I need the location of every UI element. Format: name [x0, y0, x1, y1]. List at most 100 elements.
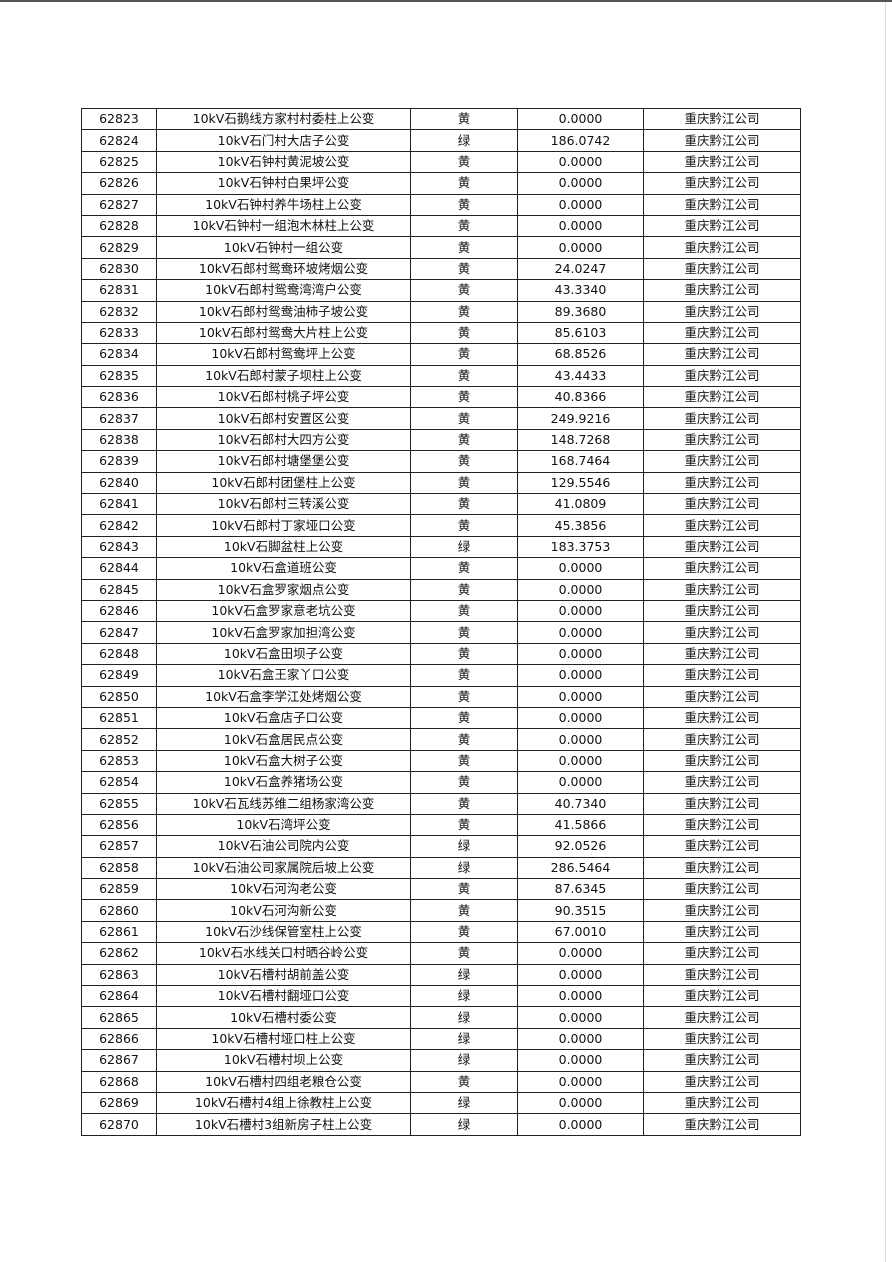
company-cell: 重庆黔江公司	[643, 343, 801, 366]
table-row: 62847 10kV石盒罗家加担湾公变黄 0.0000 重庆黔江公司	[81, 621, 801, 644]
value-cell: 43.4433	[517, 364, 644, 388]
row-id-cell: 62857	[81, 835, 157, 858]
transformer-name-cell: 10kV石郎村鸳鸯环坡烤烟公变	[156, 257, 411, 281]
table-row: 62833 10kV石郎村鸳鸯大片柱上公变黄 85.6103 重庆黔江公司	[81, 321, 801, 345]
table-row: 62827 10kV石钟村养牛场柱上公变黄 0.0000 重庆黔江公司	[81, 193, 801, 216]
row-id-cell: 62859	[81, 878, 157, 901]
row-id-cell: 62827	[81, 193, 157, 216]
transformer-name-cell: 10kV石鹅线方家村村委柱上公变	[156, 107, 411, 131]
company-cell: 重庆黔江公司	[643, 621, 801, 644]
table-row: 62868 10kV石槽村四组老粮仓公变黄 0.0000 重庆黔江公司	[81, 1070, 801, 1093]
company-cell: 重庆黔江公司	[643, 129, 801, 152]
status-color-cell: 黄	[410, 321, 518, 345]
status-color-cell: 黄	[410, 664, 518, 687]
value-cell: 183.3753	[517, 535, 644, 559]
table-row: 62854 10kV石盒养猪场公变黄 0.0000 重庆黔江公司	[81, 771, 801, 794]
transformer-name-cell: 10kV石郎村塘堡堡公变	[156, 450, 411, 473]
row-id-cell: 62852	[81, 728, 157, 751]
status-color-cell: 黄	[410, 236, 518, 259]
row-id-cell: 62851	[81, 706, 157, 730]
company-cell: 重庆黔江公司	[643, 728, 801, 751]
status-color-cell: 黄	[410, 172, 518, 195]
company-cell: 重庆黔江公司	[643, 493, 801, 516]
row-id-cell: 62841	[81, 493, 157, 516]
status-color-cell: 黄	[410, 792, 518, 815]
table-row: 62861 10kV石沙线保管室柱上公变黄 67.0010 重庆黔江公司	[81, 920, 801, 944]
transformer-name-cell: 10kV石盒王家丫口公变	[156, 664, 411, 687]
status-color-cell: 黄	[410, 1070, 518, 1093]
table-row: 62843 10kV石脚盆柱上公变绿 183.3753 重庆黔江公司	[81, 535, 801, 559]
status-color-cell: 绿	[410, 856, 518, 880]
value-cell: 0.0000	[517, 172, 644, 195]
table-row: 62835 10kV石郎村蒙子坝柱上公变黄 43.4433 重庆黔江公司	[81, 364, 801, 388]
value-cell: 168.7464	[517, 450, 644, 473]
status-color-cell: 绿	[410, 1113, 518, 1136]
table-row: 62848 10kV石盒田坝子公变黄 0.0000 重庆黔江公司	[81, 642, 801, 666]
value-cell: 0.0000	[517, 557, 644, 580]
table-row: 62825 10kV石钟村黄泥坡公变黄 0.0000 重庆黔江公司	[81, 150, 801, 174]
company-cell: 重庆黔江公司	[643, 428, 801, 452]
status-color-cell: 黄	[410, 771, 518, 794]
company-cell: 重庆黔江公司	[643, 985, 801, 1008]
table-row: 62866 10kV石槽村垭口柱上公变绿 0.0000 重庆黔江公司	[81, 1027, 801, 1051]
value-cell: 45.3856	[517, 514, 644, 537]
table-row: 62845 10kV石盒罗家烟点公变黄 0.0000 重庆黔江公司	[81, 578, 801, 601]
row-id-cell: 62832	[81, 300, 157, 323]
status-color-cell: 黄	[410, 493, 518, 516]
company-cell: 重庆黔江公司	[643, 813, 801, 837]
company-cell: 重庆黔江公司	[643, 450, 801, 473]
table-row: 62834 10kV石郎村鸳鸯坪上公变黄 68.8526 重庆黔江公司	[81, 343, 801, 366]
row-id-cell: 62854	[81, 771, 157, 794]
status-color-cell: 黄	[410, 407, 518, 430]
value-cell: 129.5546	[517, 471, 644, 495]
row-id-cell: 62839	[81, 450, 157, 473]
status-color-cell: 黄	[410, 813, 518, 837]
status-color-cell: 黄	[410, 749, 518, 773]
transformer-name-cell: 10kV石河沟新公变	[156, 899, 411, 922]
company-cell: 重庆黔江公司	[643, 300, 801, 323]
value-cell: 40.7340	[517, 792, 644, 815]
status-color-cell: 黄	[410, 899, 518, 922]
table-row: 62863 10kV石槽村胡前盖公变绿 0.0000 重庆黔江公司	[81, 963, 801, 987]
row-id-cell: 62833	[81, 321, 157, 345]
table-row: 62844 10kV石盒道班公变黄 0.0000 重庆黔江公司	[81, 557, 801, 580]
transformer-name-cell: 10kV石郎村鸳鸯坪上公变	[156, 343, 411, 366]
status-color-cell: 黄	[410, 300, 518, 323]
company-cell: 重庆黔江公司	[643, 920, 801, 944]
status-color-cell: 黄	[410, 279, 518, 302]
status-color-cell: 黄	[410, 471, 518, 495]
status-color-cell: 黄	[410, 642, 518, 666]
transformer-name-cell: 10kV石郎村大四方公变	[156, 428, 411, 452]
company-cell: 重庆黔江公司	[643, 364, 801, 388]
transformer-name-cell: 10kV石郎村鸳鸯大片柱上公变	[156, 321, 411, 345]
status-color-cell: 黄	[410, 257, 518, 281]
value-cell: 0.0000	[517, 236, 644, 259]
top-border	[0, 0, 892, 2]
table-row: 62851 10kV石盒店子口公变黄 0.0000 重庆黔江公司	[81, 706, 801, 730]
row-id-cell: 62843	[81, 535, 157, 559]
value-cell: 0.0000	[517, 1027, 644, 1051]
status-color-cell: 黄	[410, 728, 518, 751]
row-id-cell: 62870	[81, 1113, 157, 1136]
transformer-name-cell: 10kV石盒罗家加担湾公变	[156, 621, 411, 644]
value-cell: 0.0000	[517, 578, 644, 601]
row-id-cell: 62858	[81, 856, 157, 880]
company-cell: 重庆黔江公司	[643, 642, 801, 666]
table-row: 62839 10kV石郎村塘堡堡公变黄 168.7464 重庆黔江公司	[81, 450, 801, 473]
company-cell: 重庆黔江公司	[643, 107, 801, 131]
value-cell: 0.0000	[517, 599, 644, 623]
status-color-cell: 黄	[410, 343, 518, 366]
company-cell: 重庆黔江公司	[643, 535, 801, 559]
status-color-cell: 黄	[410, 514, 518, 537]
transformer-name-cell: 10kV石沙线保管室柱上公变	[156, 920, 411, 944]
table-row: 62853 10kV石盒大树子公变黄 0.0000 重庆黔江公司	[81, 749, 801, 773]
status-color-cell: 黄	[410, 599, 518, 623]
value-cell: 85.6103	[517, 321, 644, 345]
table-row: 62855 10kV石瓦线苏维二组杨家湾公变黄 40.7340 重庆黔江公司	[81, 792, 801, 815]
value-cell: 0.0000	[517, 1070, 644, 1093]
transformer-name-cell: 10kV石郎村安置区公变	[156, 407, 411, 430]
value-cell: 0.0000	[517, 942, 644, 965]
value-cell: 92.0526	[517, 835, 644, 858]
company-cell: 重庆黔江公司	[643, 236, 801, 259]
row-id-cell: 62850	[81, 685, 157, 708]
